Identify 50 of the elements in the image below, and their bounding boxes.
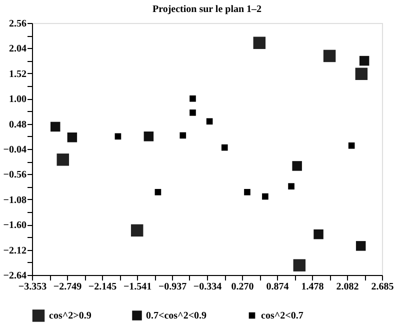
- point: [323, 50, 336, 62]
- point: [314, 229, 324, 240]
- y-tick-label: 1.52: [9, 68, 26, 80]
- y-tick-label: −2.64: [3, 270, 26, 282]
- point: [190, 95, 196, 102]
- point: [190, 109, 196, 116]
- point: [206, 118, 213, 125]
- point: [221, 144, 228, 151]
- x-tick-label: −0.334: [193, 282, 222, 292]
- x-tick-label: 2.082: [336, 282, 359, 292]
- x-tick-label: −1.541: [123, 282, 152, 292]
- point: [67, 132, 78, 142]
- point: [288, 183, 294, 190]
- x-tick-label: −3.353: [18, 282, 47, 292]
- y-tick-label: −0.04: [3, 144, 26, 156]
- point: [253, 36, 266, 49]
- y-tick-label: 0.48: [9, 119, 26, 130]
- point: [114, 133, 122, 140]
- x-tick-label: 2.685: [371, 282, 394, 292]
- point: [293, 259, 306, 272]
- y-tick-label: 2.04: [9, 44, 26, 55]
- point: [244, 188, 250, 196]
- x-tick-label: −0.937: [158, 282, 187, 292]
- y-tick-label: −1.08: [3, 194, 26, 206]
- y-tick-label: 2.56: [9, 18, 26, 30]
- point: [359, 56, 370, 66]
- x-tick-label: −2.749: [53, 282, 82, 292]
- x-tick-label: −2.145: [88, 282, 117, 292]
- chart-title: Projection sur le plan 1–2: [152, 4, 262, 15]
- y-tick-label: 1.00: [9, 94, 26, 106]
- x-tick-label: 0.874: [266, 282, 289, 292]
- legend-label: cos^2>0.9: [49, 310, 92, 322]
- point: [144, 132, 154, 142]
- point: [130, 224, 144, 237]
- point: [154, 188, 162, 196]
- y-tick-label: −0.56: [3, 170, 26, 181]
- x-tick-label: 1.478: [301, 282, 324, 292]
- legend-label: cos^2<0.7: [261, 310, 304, 322]
- point: [262, 193, 268, 200]
- legend-label: 0.7<cos^2<0.9: [146, 310, 207, 322]
- point: [56, 154, 70, 166]
- point: [355, 68, 368, 80]
- point: [356, 241, 366, 251]
- point: [292, 161, 302, 171]
- y-tick-label: −1.60: [3, 220, 26, 232]
- point: [348, 142, 355, 149]
- y-tick-label: −2.12: [3, 245, 26, 256]
- point: [180, 132, 186, 139]
- point: [50, 122, 60, 132]
- x-tick-label: 0.270: [231, 282, 254, 292]
